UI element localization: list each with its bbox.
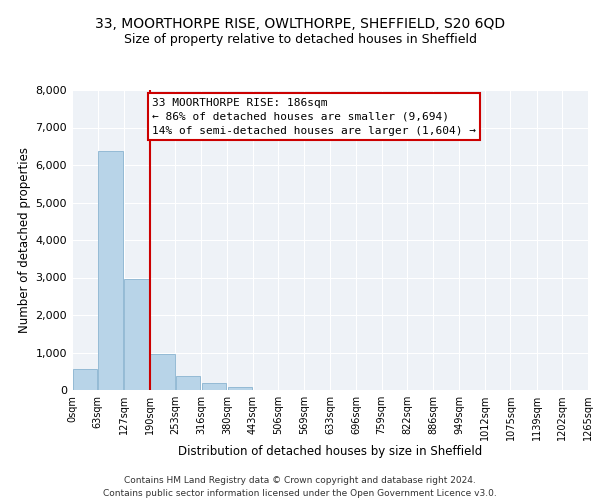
Bar xyxy=(227,386,252,390)
Bar xyxy=(150,354,175,390)
X-axis label: Distribution of detached houses by size in Sheffield: Distribution of detached houses by size … xyxy=(178,444,482,458)
Text: 33, MOORTHORPE RISE, OWLTHORPE, SHEFFIELD, S20 6QD: 33, MOORTHORPE RISE, OWLTHORPE, SHEFFIEL… xyxy=(95,18,505,32)
Text: Contains HM Land Registry data © Crown copyright and database right 2024.
Contai: Contains HM Land Registry data © Crown c… xyxy=(103,476,497,498)
Bar xyxy=(202,383,226,390)
Bar xyxy=(98,151,123,390)
Y-axis label: Number of detached properties: Number of detached properties xyxy=(19,147,31,333)
Bar xyxy=(73,369,97,390)
Bar xyxy=(124,280,149,390)
Bar xyxy=(176,376,200,390)
Text: Size of property relative to detached houses in Sheffield: Size of property relative to detached ho… xyxy=(124,32,476,46)
Text: 33 MOORTHORPE RISE: 186sqm
← 86% of detached houses are smaller (9,694)
14% of s: 33 MOORTHORPE RISE: 186sqm ← 86% of deta… xyxy=(152,98,476,136)
